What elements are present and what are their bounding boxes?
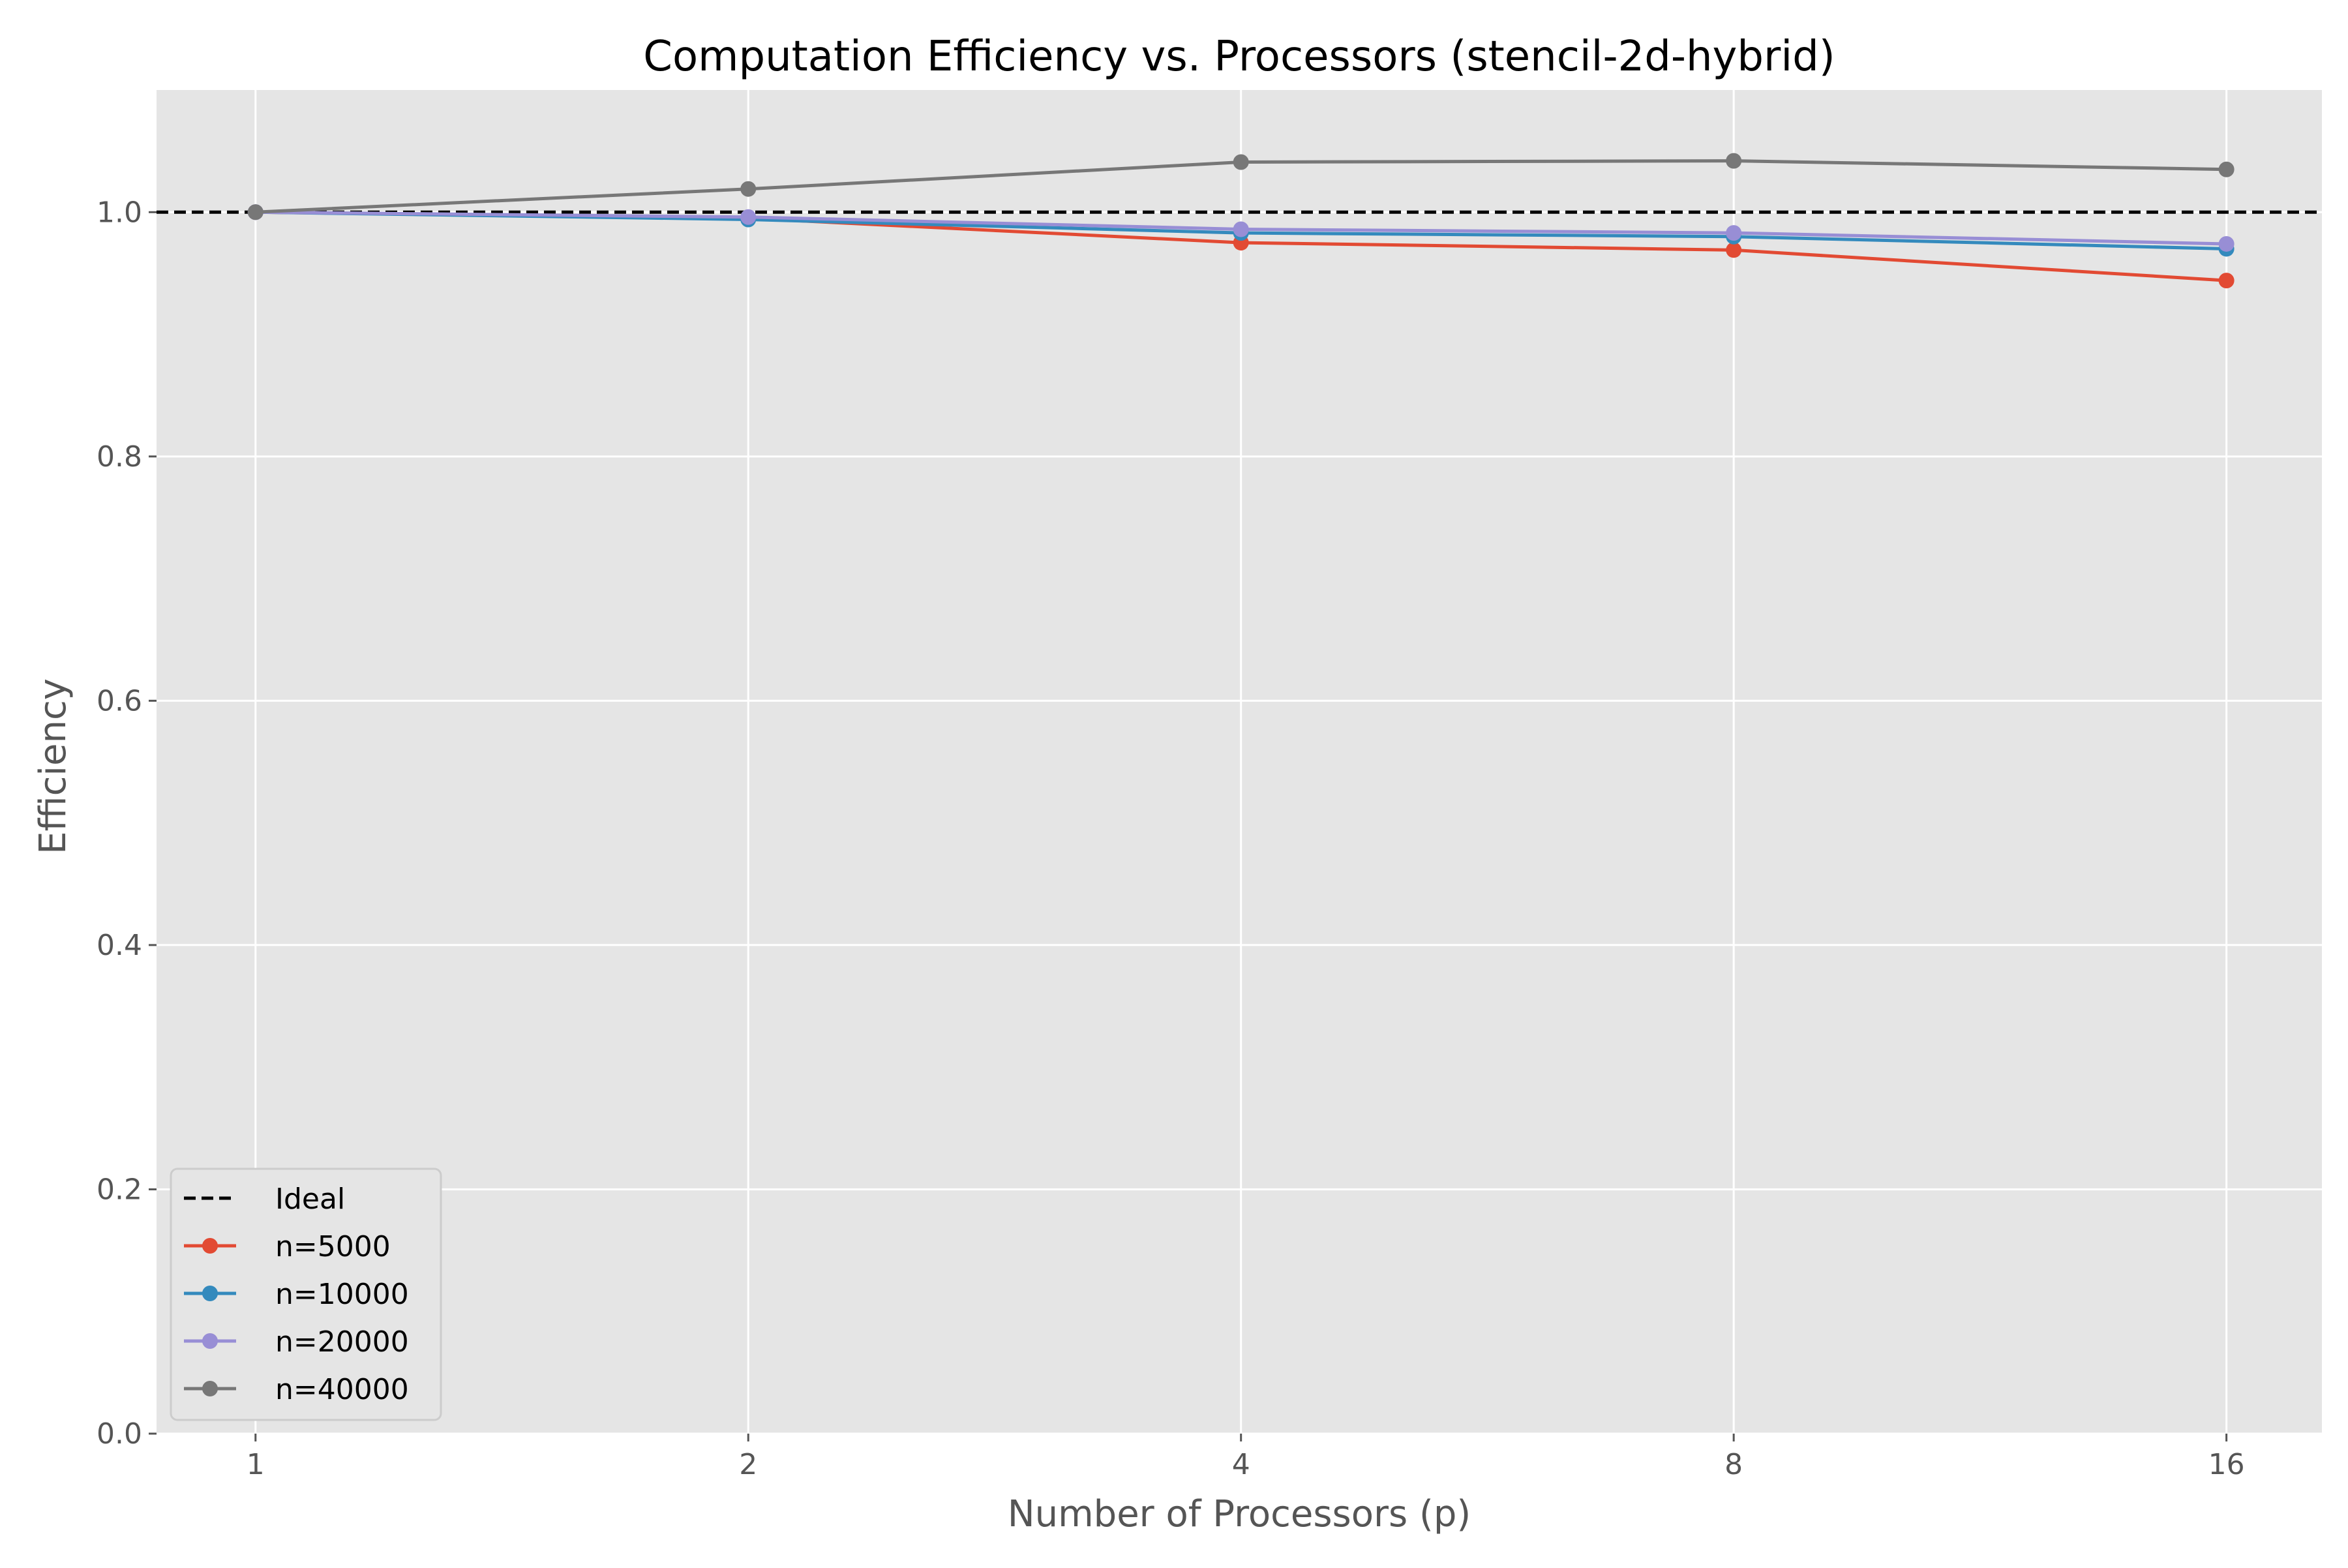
x-axis-label: Number of Processors (p): [1008, 1493, 1471, 1535]
legend-item: Ideal: [184, 1183, 345, 1216]
series-group: [247, 153, 2235, 289]
data-point: [1233, 221, 1249, 237]
x-tick-label: 16: [2208, 1448, 2245, 1481]
legend-label: n=40000: [275, 1373, 409, 1406]
y-tick-label: 0.4: [97, 929, 142, 962]
data-point: [740, 209, 757, 225]
x-axis-ticks: 1 2 4 8 16: [247, 1434, 2245, 1481]
data-point: [1726, 225, 1742, 241]
data-point: [247, 204, 263, 220]
x-tick-label: 8: [1724, 1448, 1743, 1481]
data-point: [1726, 153, 1742, 169]
legend-label: n=5000: [275, 1230, 391, 1263]
y-axis-ticks: 0.0 0.2 0.4 0.6 0.8 1.0: [97, 196, 157, 1451]
x-tick-label: 4: [1232, 1448, 1250, 1481]
legend-label: n=10000: [275, 1278, 409, 1311]
y-tick-label: 0.0: [97, 1417, 142, 1451]
legend-marker-swatch: [202, 1286, 218, 1301]
data-point: [2218, 273, 2235, 289]
x-tick-label: 2: [739, 1448, 757, 1481]
data-point: [740, 181, 757, 197]
legend-item: n=5000: [184, 1230, 391, 1263]
data-point: [2218, 235, 2235, 252]
data-point: [1726, 242, 1742, 258]
legend-item: n=20000: [184, 1325, 409, 1359]
legend-marker-swatch: [202, 1381, 218, 1396]
y-tick-label: 0.6: [97, 684, 142, 717]
plot-area: [157, 90, 2322, 1434]
legend-marker-swatch: [202, 1238, 218, 1254]
legend-marker-swatch: [202, 1333, 218, 1349]
y-tick-label: 1.0: [97, 196, 142, 229]
legend-box: [170, 1168, 442, 1421]
legend-label: n=20000: [275, 1325, 409, 1359]
data-point: [1233, 154, 1249, 170]
legend-label: Ideal: [275, 1183, 345, 1216]
legend: Ideal n=5000 n=10000 n=20000 n=40000: [170, 1168, 442, 1421]
series-n-20000: [247, 204, 2235, 252]
y-tick-label: 0.2: [97, 1173, 142, 1206]
chart-title: Computation Efficiency vs. Processors (s…: [643, 33, 1835, 81]
legend-item: n=10000: [184, 1278, 409, 1311]
y-axis-label: Efficiency: [32, 678, 74, 854]
data-point: [2218, 161, 2235, 177]
series-n-40000: [247, 153, 2235, 220]
legend-item: n=40000: [184, 1373, 409, 1406]
x-tick-label: 1: [247, 1448, 265, 1481]
y-tick-label: 0.8: [97, 440, 142, 474]
